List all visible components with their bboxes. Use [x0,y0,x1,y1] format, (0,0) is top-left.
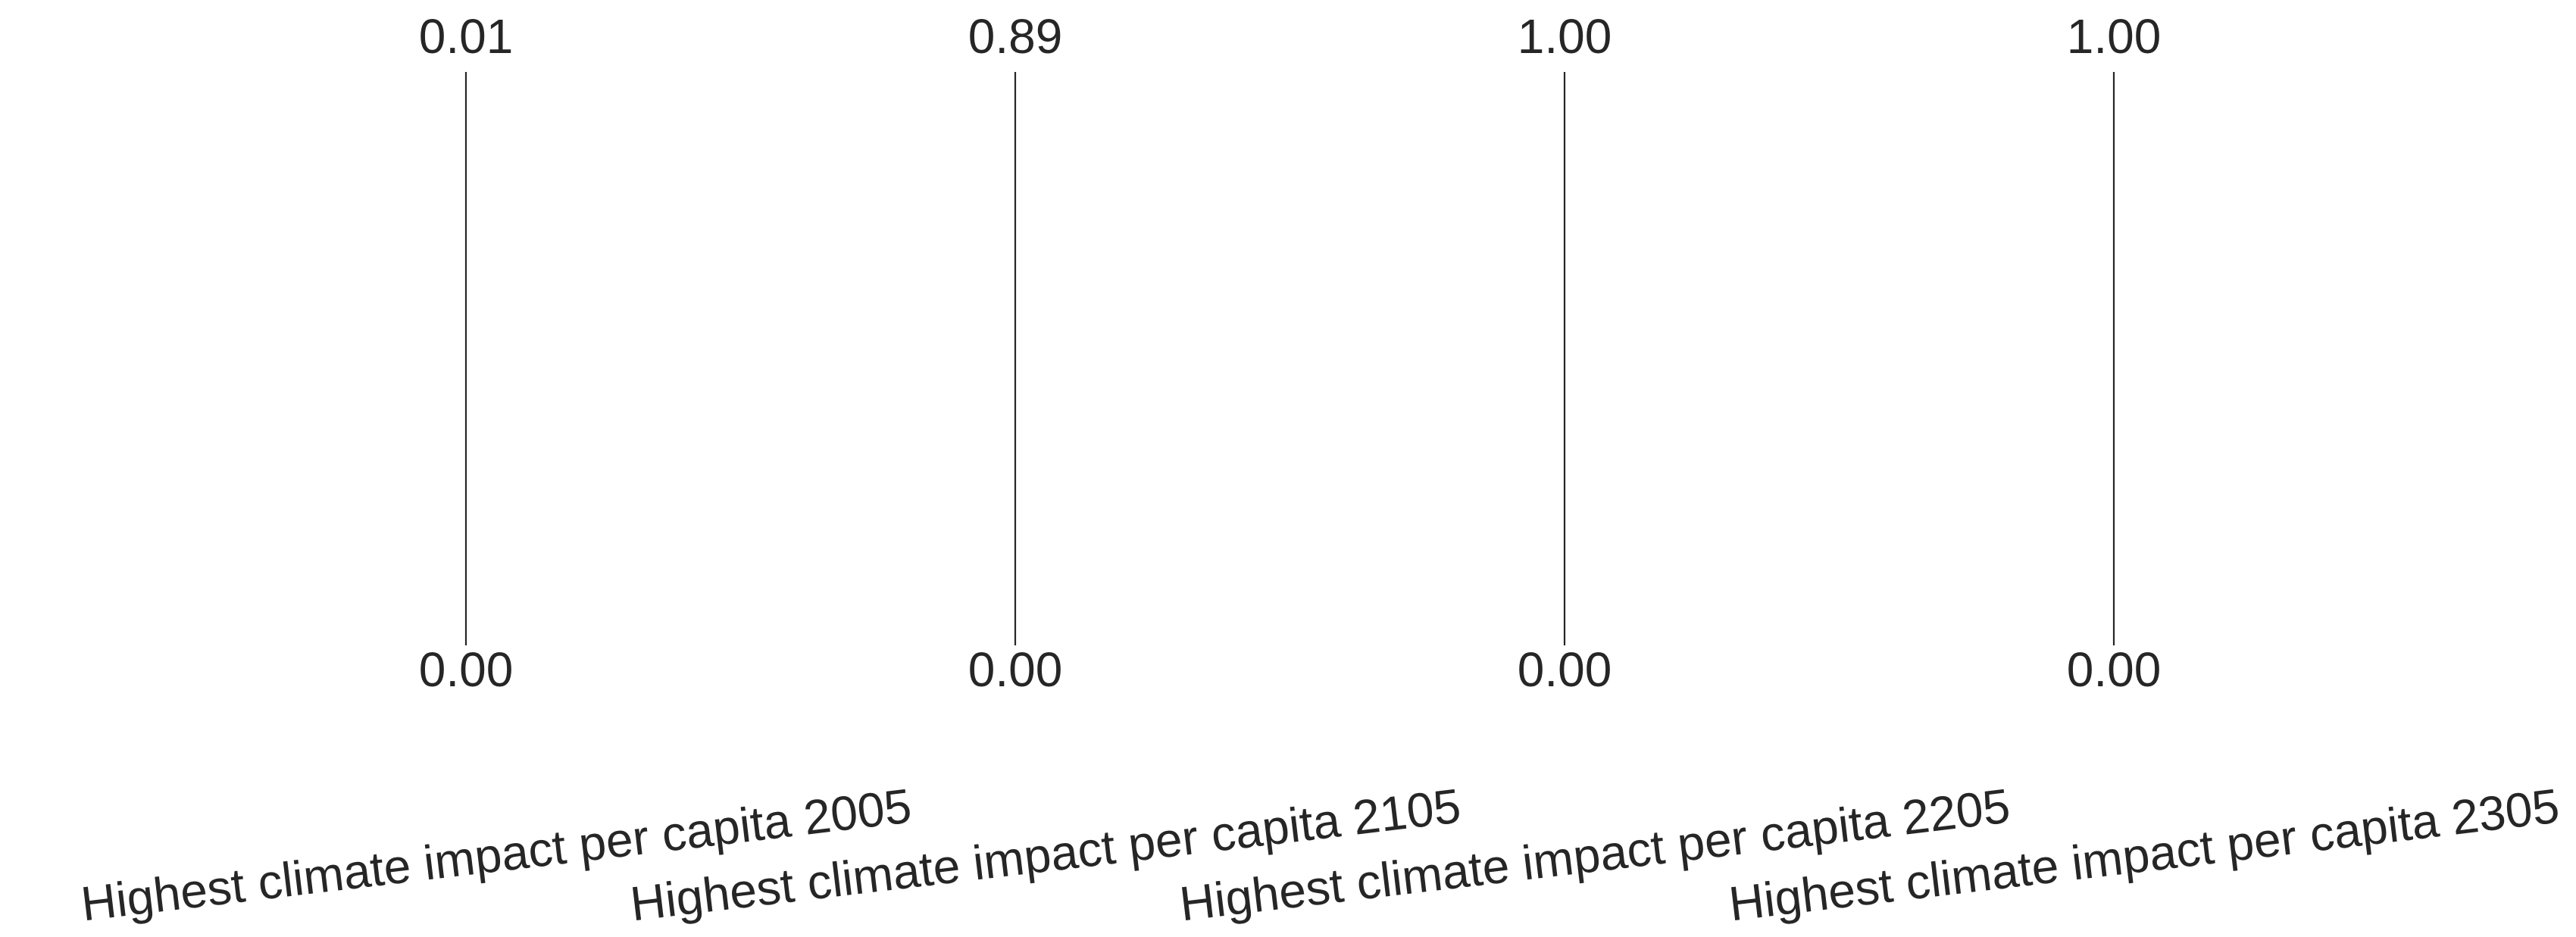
axis-max-label: 0.89 [968,9,1063,64]
axis-min-label: 0.00 [968,642,1063,697]
axis-min-label: 0.00 [1518,642,1612,697]
axis-min-label: 0.00 [419,642,514,697]
axis-max-label: 1.00 [2067,9,2162,64]
axis-min-label: 0.00 [2067,642,2162,697]
axis-max-label: 1.00 [1518,9,1612,64]
axis-max-label: 0.01 [419,9,514,64]
